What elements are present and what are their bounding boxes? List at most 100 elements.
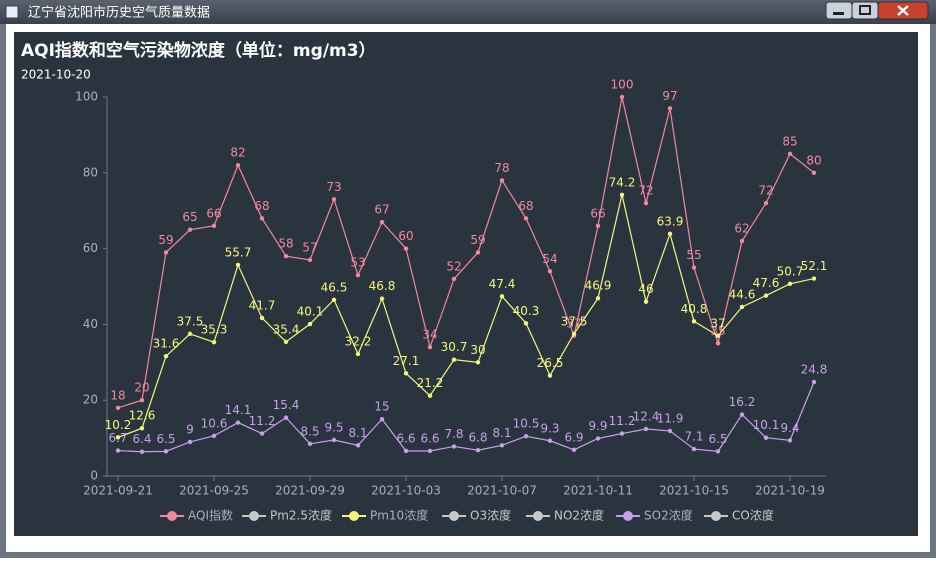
- data-point: [283, 253, 289, 259]
- data-point: [355, 351, 361, 357]
- legend-label: AQI指数: [188, 508, 233, 523]
- data-point: [523, 321, 529, 326]
- data-point: [523, 434, 529, 439]
- y-tick-label: 100: [75, 90, 98, 104]
- data-label: 30: [470, 343, 485, 357]
- legend-icon: [249, 511, 259, 521]
- legend-icon: [533, 511, 543, 521]
- data-label: 58: [278, 237, 293, 251]
- x-tick-label: 2021-10-03: [371, 484, 441, 498]
- data-label: 60: [398, 229, 413, 243]
- data-label: 55: [686, 248, 701, 262]
- data-label: 68: [518, 199, 533, 213]
- data-point: [427, 448, 433, 454]
- y-tick-label: 80: [83, 165, 98, 179]
- data-label: 35.4: [273, 322, 300, 336]
- data-label: 6.8: [468, 431, 487, 445]
- x-tick-label: 2021-10-19: [755, 484, 825, 498]
- data-point: [715, 449, 721, 454]
- data-label: 59: [158, 233, 173, 247]
- data-label: 85: [782, 134, 797, 148]
- data-point: [475, 448, 481, 453]
- data-point: [763, 435, 769, 440]
- data-label: 74.2: [609, 175, 636, 189]
- data-point: [619, 431, 625, 436]
- data-point: [739, 304, 745, 310]
- series-line: [117, 194, 815, 438]
- data-point: [667, 428, 673, 434]
- data-label: 27.1: [393, 354, 420, 368]
- x-tick-label: 2021-10-11: [563, 484, 633, 498]
- data-point: [187, 331, 193, 337]
- y-tick-label: 20: [83, 393, 98, 407]
- data-label: 40.8: [681, 302, 708, 316]
- data-point: [115, 405, 121, 410]
- close-icon: [897, 5, 909, 16]
- x-tick-label: 2021-09-29: [275, 484, 345, 498]
- data-point: [331, 297, 337, 302]
- data-label: 10.2: [105, 418, 132, 432]
- data-label: 11.2: [249, 414, 276, 428]
- data-label: 40.3: [513, 304, 540, 318]
- data-point: [187, 227, 193, 232]
- data-label: 18: [110, 388, 125, 402]
- data-label: 9.9: [588, 419, 607, 433]
- data-point: [427, 393, 433, 398]
- chart-title: AQI指数和空气污染物浓度（单位：mg/m3）: [21, 40, 376, 61]
- data-point: [187, 439, 193, 445]
- data-point: [571, 447, 577, 453]
- data-label: 9.3: [540, 421, 559, 435]
- data-point: [643, 426, 649, 432]
- legend-icon: [711, 511, 721, 521]
- data-label: 6.7: [108, 431, 127, 445]
- data-label: 52.1: [801, 259, 828, 273]
- data-point: [595, 436, 601, 441]
- data-label: 7.8: [444, 427, 463, 441]
- data-label: 15.4: [273, 398, 300, 412]
- data-label: 73: [326, 180, 341, 194]
- x-tick-label: 2021-09-21: [83, 484, 153, 498]
- data-point: [475, 250, 481, 255]
- data-point: [163, 250, 169, 255]
- data-label: 6.6: [396, 431, 415, 445]
- data-label: 6.4: [132, 432, 151, 446]
- data-label: 10.5: [513, 417, 540, 431]
- data-label: 37: [566, 316, 581, 330]
- data-point: [307, 257, 313, 263]
- y-tick-label: 60: [83, 241, 98, 255]
- data-point: [763, 293, 769, 298]
- data-point: [547, 269, 553, 274]
- data-label: 63.9: [657, 214, 684, 228]
- data-label: 35.3: [201, 323, 228, 337]
- data-point: [163, 354, 169, 359]
- data-label: 55.7: [225, 245, 252, 259]
- data-point: [451, 276, 457, 282]
- data-label: 6.6: [420, 431, 439, 445]
- data-point: [691, 319, 697, 324]
- data-label: 32.2: [345, 334, 372, 348]
- minimize-button[interactable]: [825, 1, 853, 20]
- data-point: [787, 151, 793, 157]
- x-tick-label: 2021-10-15: [659, 484, 729, 498]
- y-tick-label: 0: [90, 469, 98, 483]
- data-label: 46: [638, 282, 653, 296]
- data-label: 46.9: [585, 279, 612, 293]
- data-point: [739, 412, 745, 417]
- data-label: 47.6: [753, 276, 780, 290]
- data-label: 30.7: [441, 340, 468, 354]
- data-label: 37: [710, 316, 725, 330]
- data-label: 9.4: [780, 421, 799, 435]
- data-point: [403, 448, 409, 454]
- data-point: [259, 431, 265, 436]
- legend-label: SO2浓度: [644, 508, 693, 523]
- data-label: 6.5: [156, 432, 175, 446]
- maximize-button[interactable]: [851, 1, 879, 20]
- data-label: 8.1: [348, 426, 367, 440]
- data-label: 24.8: [801, 363, 828, 377]
- minimize-icon: [833, 12, 844, 15]
- data-label: 46.8: [369, 279, 396, 293]
- data-point: [811, 379, 817, 385]
- data-point: [235, 163, 241, 168]
- data-label: 26.5: [537, 356, 564, 370]
